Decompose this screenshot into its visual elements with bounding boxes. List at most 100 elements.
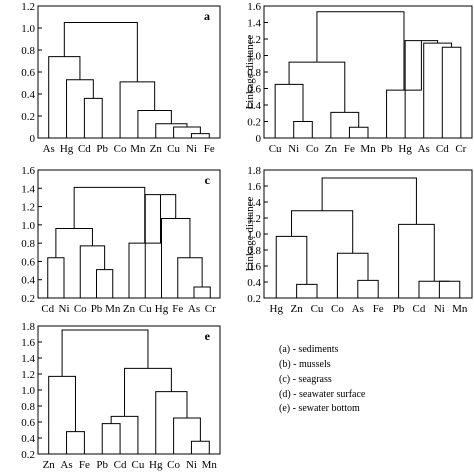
leaf-label-cu: Cu [269,143,282,155]
dendrogram-panel-3: 0.2 0.4 0.6 0.8 1.0 1.2 1.4 1.6 Cd Ni Co Pb Mn Zn Cu Hg… [21,165,221,315]
leaf-label-hg: Hg [60,143,74,155]
dendrogram-link [291,210,354,254]
y-tick-label: 0.2 [247,293,261,305]
leaf-label-mn: Mn [360,143,376,155]
leaf-label-hg: Hg [149,459,163,471]
leaf-label-mn: Mn [130,143,146,155]
leaf-label-as: As [418,143,430,155]
leaf-label-as: As [60,459,72,471]
panel-label: a [204,9,210,23]
y-tick-label: 0 [30,133,36,145]
leaf-label-pb: Pb [381,143,393,155]
dendrogram-link [101,423,121,454]
dendrogram-link [79,245,106,298]
dendrogram-link [348,126,369,138]
leaf-label-as: As [352,303,364,315]
leaf-label-hg: Hg [155,303,169,315]
dendrogram-link [124,367,172,417]
dendrogram-link [190,133,210,138]
y-tick-label: 0.4 [21,275,35,287]
dendrogram-link [61,329,149,377]
dendrogram-link [66,431,85,454]
leaf-label-cr: Cr [455,143,466,155]
y-tick-label: 1.0 [247,229,261,241]
leaf-label-cd: Cd [436,143,449,155]
leaf-label-ni: Ni [434,303,445,315]
y-tick-label: 0.4 [247,100,261,112]
dendrogram-link [193,286,211,298]
y-tick-label: 1.6 [21,337,35,349]
dendrogram-link [66,79,94,138]
y-tick-label: 1.8 [21,321,35,333]
leaf-label-zn: Zn [123,303,136,315]
leaf-label-cu: Cu [139,303,152,315]
leaf-label-co: Co [167,459,180,471]
leaf-label-co: Co [331,303,344,315]
leaf-label-hg: Hg [398,143,412,155]
dendrogram-link [288,61,346,113]
dendrogram-link [155,391,188,454]
y-tick-label: 1.0 [21,385,35,397]
y-tick-label: 0.2 [21,111,35,123]
leaf-label-cu: Cu [131,459,144,471]
leaf-label-ni: Ni [186,459,197,471]
leaf-label-fe: Fe [172,303,183,315]
dendrogram-link [47,257,65,298]
leaf-label-zn: Zn [150,143,163,155]
dendrogram-link [418,280,450,298]
dendrogram-link [441,46,462,138]
leaf-label-zn: Zn [291,303,304,315]
leaf-label-fe: Fe [344,143,355,155]
y-tick-label: 0.4 [247,277,261,289]
leaf-label-hg: Hg [270,303,284,315]
dendrogram-link [173,126,201,138]
dendrogram-panel-1: 0 0.2 0.4 0.6 0.8 1.0 1.2 As Hg Cd Pb Co Mn Zn Cu Ni Fe a [21,1,221,155]
y-tick-label: 0.6 [247,261,261,273]
y-tick-label: 0.8 [21,401,35,413]
leaf-label-zn: Zn [43,459,56,471]
dendrogram-link [336,252,369,298]
dendrogram-link [48,375,76,454]
y-tick-label: 1.0 [21,220,35,232]
y-tick-label: 1.6 [247,181,261,193]
dendrogram-link [398,223,435,298]
leaf-label-cd: Cd [41,303,54,315]
y-tick-label: 0.2 [247,117,261,129]
leaf-label-fe: Fe [204,143,215,155]
y-tick-label: 1.0 [247,51,261,63]
y-tick-label: 0.2 [21,293,35,305]
leaf-label-ni: Ni [59,303,70,315]
plot-frame [263,5,473,139]
leaf-label-zn: Zn [325,143,338,155]
leaf-label-pb: Pb [91,303,103,315]
leaf-label-mn: Mn [202,459,218,471]
dendrogram-link [128,194,161,298]
leaf-label-pb: Pb [96,143,108,155]
leaf-label-cd: Cd [114,459,127,471]
dendrogram-link [190,440,210,454]
dendrogram-link [177,257,203,298]
y-tick-label: 1.4 [21,353,35,365]
y-tick-label: 1.4 [21,183,35,195]
dendrogram-link [73,186,146,244]
y-tick-label: 0.8 [21,238,35,250]
leaf-label-pb: Pb [393,303,405,315]
y-tick-label: 1.6 [21,165,35,177]
y-tick-label: 1.4 [247,18,261,30]
leaf-label-pb: Pb [96,459,108,471]
dendrogram-link [296,283,318,298]
y-tick-label: 1.2 [21,202,35,214]
y-tick-label: 0.8 [247,67,261,79]
leaf-label-cu: Cu [167,143,180,155]
dendrogram-link [173,417,201,454]
y-tick-label: 0.6 [21,417,35,429]
leaf-label-mn: Mn [105,303,121,315]
dendrogram-panel-5: 0.2 0.4 0.6 0.8 1.0 1.2 1.4 1.6 1.8 Zn As Fe Pb Cd Cu H… [21,321,221,471]
y-tick-label: 0.2 [21,449,35,461]
dendrogram-link [137,110,172,138]
y-tick-label: 1.4 [247,197,261,209]
panel-label: e [205,329,211,343]
leaf-label-co: Co [306,143,319,155]
leaf-label-ni: Ni [288,143,299,155]
